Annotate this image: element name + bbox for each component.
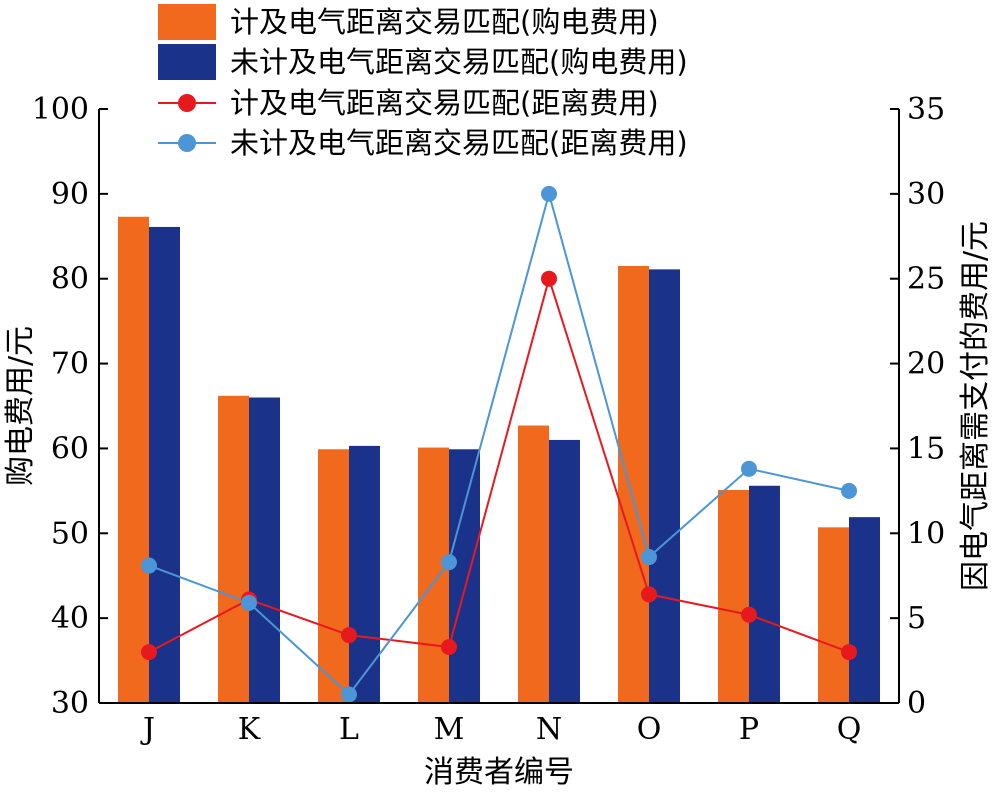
right-tick-label: 5 <box>907 601 926 636</box>
point-1-J <box>141 644 157 661</box>
lines-layer <box>141 185 857 703</box>
point-2-O <box>641 549 657 566</box>
bar-2-J <box>149 226 180 704</box>
bar-1-M <box>418 447 449 703</box>
x-tick-label: Q <box>837 712 862 747</box>
point-1-Q <box>841 644 857 661</box>
left-tick-label: 70 <box>51 347 89 382</box>
bar-1-J <box>118 216 149 704</box>
left-tick-label: 40 <box>51 601 89 636</box>
point-1-P <box>741 606 757 623</box>
left-tick-label: 80 <box>51 262 89 297</box>
bar-1-P <box>718 490 749 703</box>
point-2-M <box>441 554 457 571</box>
x-tick-label: J <box>140 712 155 747</box>
bar-2-L <box>349 445 380 703</box>
legend-label-line-2: 未计及电气距离交易匹配(距离费用) <box>230 126 688 160</box>
right-tick-label: 15 <box>907 431 945 466</box>
point-2-K <box>241 594 257 611</box>
legend-swatch-bar-2 <box>158 44 216 80</box>
right-tick-label: 20 <box>907 347 945 382</box>
legend-marker-2 <box>178 134 196 152</box>
bar-1-O <box>618 265 649 703</box>
bars-layer <box>118 216 880 704</box>
right-tick-label: 0 <box>907 686 926 721</box>
bar-2-Q <box>849 517 880 703</box>
bar-1-N <box>518 425 549 703</box>
bar-1-Q <box>818 527 849 703</box>
point-1-O <box>641 586 657 603</box>
bar-1-L <box>318 449 349 703</box>
point-2-N <box>541 185 557 202</box>
left-tick-label: 100 <box>32 92 89 127</box>
right-tick-label: 10 <box>907 516 945 551</box>
x-axis-title: 消费者编号 <box>424 755 574 790</box>
line-series-2 <box>148 190 850 696</box>
axes-layer: 30 40 50 60 70 80 90 100 0 5 10 15 20 25 30 35 J K L M N O P Q <box>32 92 945 747</box>
x-tick-label: K <box>238 712 261 747</box>
point-1-N <box>541 270 557 287</box>
left-tick-label: 90 <box>51 177 89 212</box>
left-tick-label: 50 <box>51 516 89 551</box>
left-tick-label: 30 <box>51 686 89 721</box>
x-tick-label: P <box>739 712 759 747</box>
right-tick-label: 25 <box>907 262 945 297</box>
point-2-J <box>141 557 157 574</box>
legend-marker-1 <box>178 94 196 112</box>
bar-2-O <box>649 269 680 703</box>
right-tick-label: 30 <box>907 177 945 212</box>
right-tick-label: 35 <box>907 92 945 127</box>
left-y-axis-title: 购电费用/元 <box>3 326 38 486</box>
x-tick-label: O <box>637 712 662 747</box>
x-tick-label: L <box>339 712 359 747</box>
bar-2-K <box>249 397 280 703</box>
bar-2-N <box>549 439 580 703</box>
x-tick-label: N <box>536 712 562 747</box>
point-1-L <box>341 627 357 644</box>
bar-2-P <box>749 485 780 703</box>
bar-1-K <box>218 395 249 703</box>
left-tick-label: 60 <box>51 431 89 466</box>
legend-label-line-1: 计及电气距离交易匹配(距离费用) <box>230 86 659 120</box>
legend-label-bar-2: 未计及电气距离交易匹配(购电费用) <box>230 45 688 79</box>
legend: 计及电气距离交易匹配(购电费用) 未计及电气距离交易匹配(购电费用) 计及电气距离交… <box>158 4 688 160</box>
right-y-axis-title: 因电气距离需支付的费用/元 <box>958 221 993 591</box>
point-2-L <box>341 686 357 703</box>
x-tick-label: M <box>434 712 465 747</box>
legend-label-bar-1: 计及电气距离交易匹配(购电费用) <box>230 5 659 39</box>
point-1-M <box>441 638 457 655</box>
bar-2-M <box>449 449 480 703</box>
point-2-P <box>741 460 757 477</box>
point-2-Q <box>841 482 857 499</box>
legend-swatch-bar-1 <box>158 4 216 40</box>
line-series-1 <box>148 275 850 654</box>
